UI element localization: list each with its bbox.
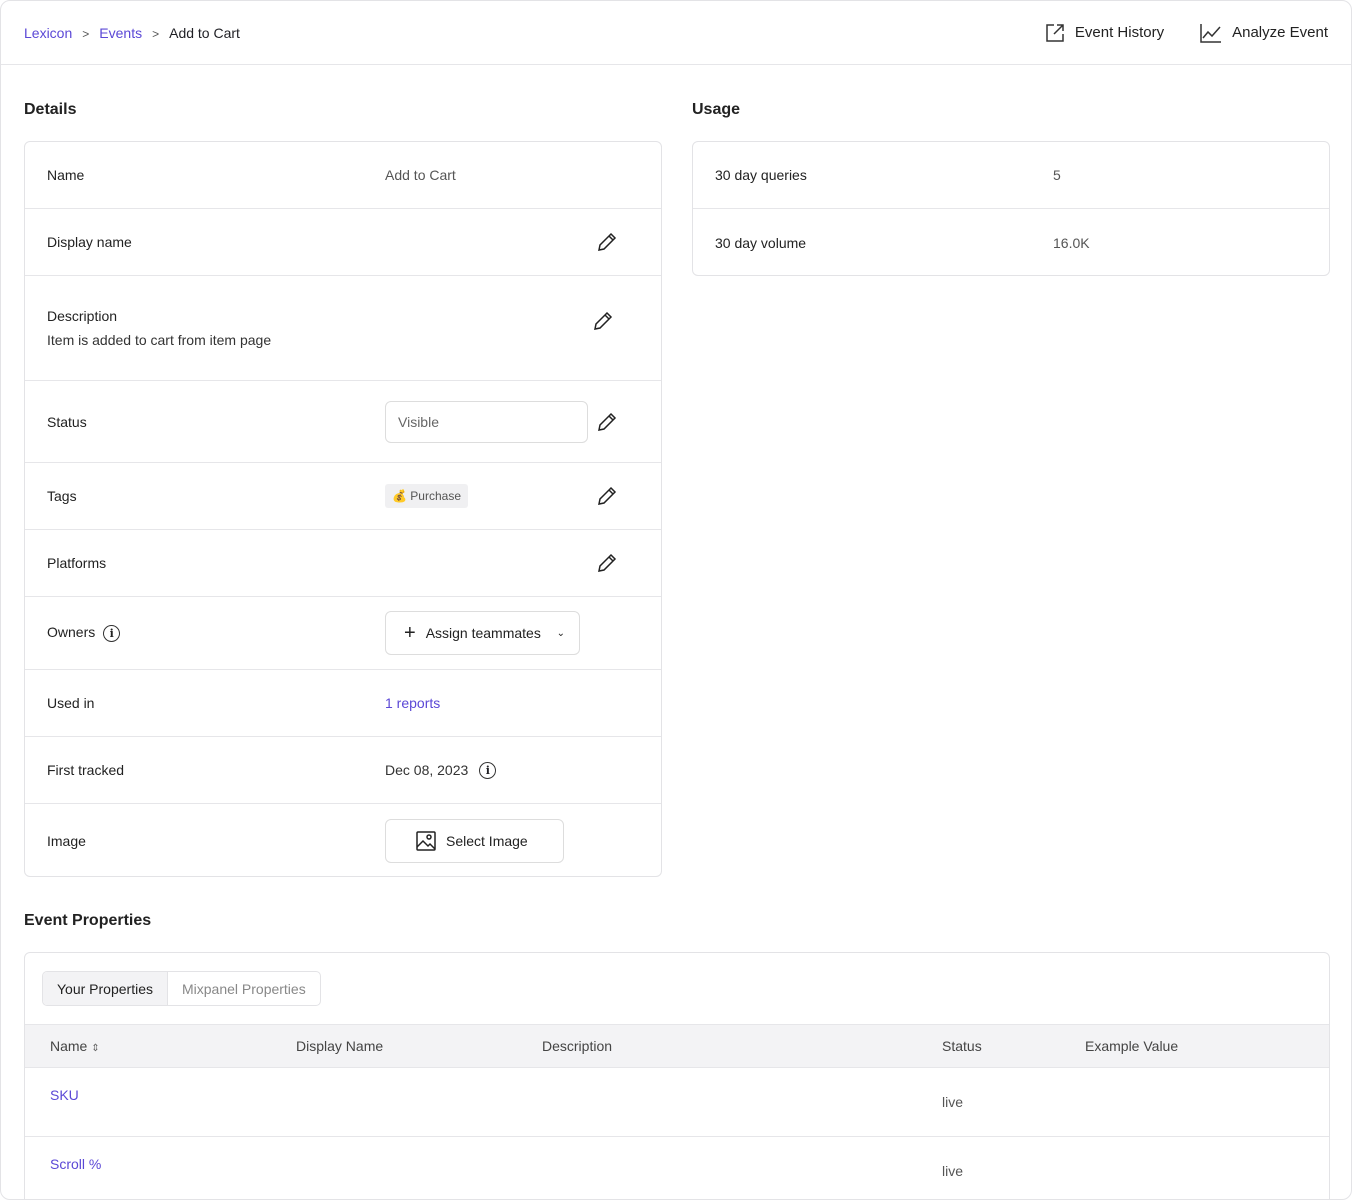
event-properties-card: Your Properties Mixpanel Properties Name… — [24, 952, 1330, 1199]
property-status: live — [942, 1163, 964, 1179]
usage-label: 30 day volume — [715, 234, 807, 251]
status-label: Status — [47, 413, 87, 430]
tag-purchase[interactable]: 💰 Purchase — [385, 484, 468, 508]
usage-heading: Usage — [692, 101, 741, 118]
line-chart-icon — [1200, 23, 1222, 43]
breadcrumb: Lexicon > Events > Add to Cart — [24, 25, 240, 41]
property-name-link[interactable]: SKU — [50, 1087, 79, 1103]
select-image-button[interactable]: Select Image — [385, 818, 564, 863]
event-properties-heading: Event Properties — [24, 912, 152, 929]
event-history-label: Event History — [1074, 24, 1165, 41]
tag-label: Purchase — [410, 489, 461, 503]
assign-teammates-button[interactable]: + Assign teammates ⌄ — [385, 611, 580, 655]
select-image-label: Select Image — [446, 832, 528, 849]
image-row: Image Select Image — [25, 804, 661, 877]
tab-mixpanel-properties[interactable]: Mixpanel Properties — [181, 980, 306, 997]
display-name-row: Display name — [25, 209, 661, 276]
column-display-name: Display Name — [296, 1038, 384, 1054]
owners-label: Owners — [47, 624, 96, 640]
property-name-link[interactable]: Scroll % — [50, 1156, 102, 1172]
name-value: Add to Cart — [385, 167, 456, 183]
pencil-icon[interactable] — [597, 412, 617, 432]
usage-value: 16.0K — [1053, 234, 1090, 251]
property-status: live — [942, 1094, 964, 1110]
first-tracked-value: Dec 08, 2023 — [385, 762, 469, 778]
info-icon[interactable]: i — [479, 761, 497, 779]
column-example-value: Example Value — [1085, 1038, 1179, 1054]
breadcrumb-lexicon[interactable]: Lexicon — [24, 24, 73, 41]
chevron-down-icon: ⌄ — [556, 627, 565, 639]
details-card: Name Add to Cart Display name Description… — [24, 141, 662, 877]
status-field[interactable]: Visible — [385, 400, 588, 443]
tags-row: Tags 💰 Purchase — [25, 463, 661, 530]
usage-card: 30 day queries 5 30 day volume 16.0K — [692, 141, 1330, 276]
analyze-event-label: Analyze Event — [1232, 24, 1328, 41]
event-history-button[interactable]: Event History — [1045, 23, 1164, 43]
usage-row: 30 day queries 5 — [693, 142, 1329, 209]
description-value: Item is added to cart from item page — [47, 332, 272, 348]
properties-tabs: Your Properties Mixpanel Properties — [42, 971, 321, 1006]
breadcrumb-current: Add to Cart — [169, 24, 240, 41]
details-heading: Details — [24, 101, 77, 118]
platforms-row: Platforms — [25, 530, 661, 597]
breadcrumb-events[interactable]: Events — [99, 24, 143, 41]
sort-icon[interactable]: ⇕ — [91, 1043, 100, 1054]
usage-value: 5 — [1053, 167, 1061, 183]
info-icon[interactable]: i — [103, 625, 121, 642]
used-in-label: Used in — [47, 695, 95, 711]
pencil-icon[interactable] — [597, 232, 617, 252]
header: Lexicon > Events > Add to Cart Event History… — [1, 1, 1351, 65]
first-tracked-row: First tracked Dec 08, 2023 i — [25, 737, 661, 804]
assign-label: Assign teammates — [425, 625, 541, 641]
pencil-icon[interactable] — [597, 486, 617, 506]
usage-row: 30 day volume 16.0K — [693, 209, 1329, 276]
table-row[interactable]: Scroll % live — [25, 1137, 1329, 1199]
owners-row: Owners i + Assign teammates ⌄ — [25, 597, 661, 670]
name-label: Name — [47, 167, 85, 183]
reports-link[interactable]: 1 reports — [385, 695, 441, 711]
external-link-icon — [1046, 23, 1064, 42]
column-name-label: Name — [50, 1038, 88, 1054]
analyze-event-button[interactable]: Analyze Event — [1200, 23, 1328, 43]
column-name[interactable]: Name ⇕ — [50, 1038, 100, 1054]
pencil-icon[interactable] — [593, 311, 613, 331]
first-tracked-label: First tracked — [47, 762, 125, 778]
description-row: Description Item is added to cart from it… — [25, 276, 661, 381]
money-bag-icon: 💰 — [392, 489, 407, 503]
chevron-right-icon: > — [82, 26, 90, 41]
image-icon — [416, 830, 436, 851]
owners-label-wrap: Owners i — [47, 624, 385, 642]
status-row: Status Visible — [25, 381, 661, 463]
display-name-label: Display name — [47, 234, 132, 250]
platforms-label: Platforms — [47, 555, 107, 571]
tab-your-properties[interactable]: Your Properties — [43, 972, 168, 1005]
usage-label: 30 day queries — [715, 167, 807, 183]
table-header: Name ⇕ Display Name Description Status E… — [25, 1024, 1329, 1068]
description-label: Description — [47, 308, 118, 324]
name-row: Name Add to Cart — [25, 142, 661, 209]
used-in-row: Used in 1 reports — [25, 670, 661, 737]
column-description: Description — [542, 1038, 613, 1054]
plus-icon: + — [404, 621, 416, 644]
pencil-icon[interactable] — [597, 553, 617, 573]
column-status: Status — [942, 1038, 982, 1054]
chevron-right-icon: > — [152, 26, 160, 41]
table-row[interactable]: SKU live — [25, 1068, 1329, 1137]
tags-label: Tags — [47, 488, 77, 504]
image-label: Image — [47, 832, 86, 849]
